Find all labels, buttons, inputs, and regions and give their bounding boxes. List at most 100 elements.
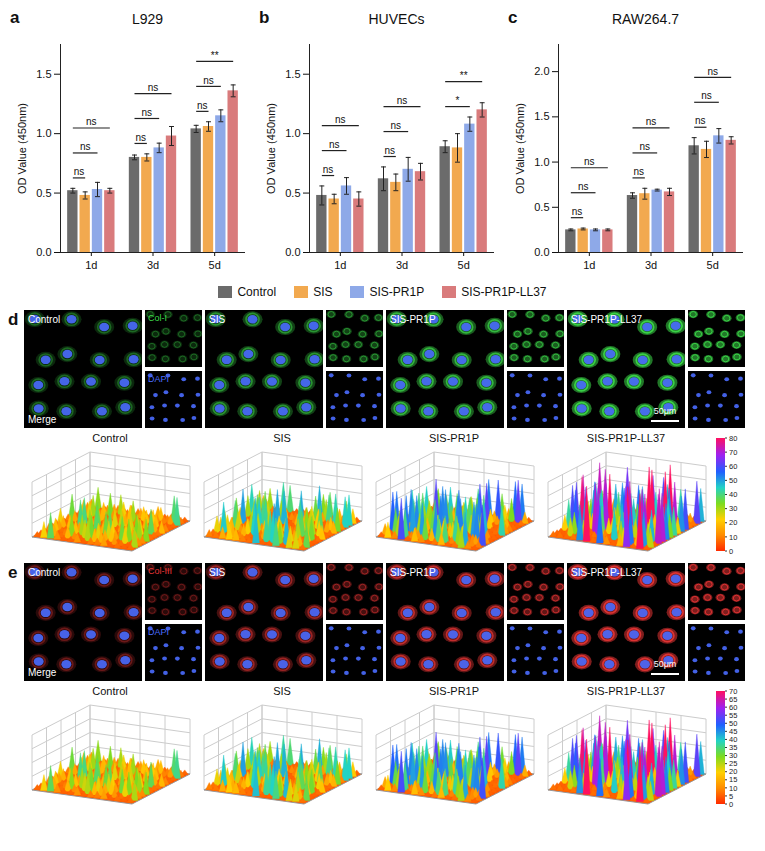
svg-text:1d: 1d [583, 259, 595, 271]
svg-text:Control: Control [28, 567, 60, 578]
svg-text:50: 50 [729, 719, 737, 728]
svg-text:SIS: SIS [209, 567, 225, 578]
svg-text:25: 25 [729, 759, 737, 768]
svg-text:45: 45 [729, 727, 737, 736]
svg-text:1.0: 1.0 [285, 127, 300, 139]
svg-text:1.5: 1.5 [285, 68, 300, 80]
svg-text:0.0: 0.0 [36, 246, 51, 258]
svg-text:60: 60 [729, 703, 737, 712]
svg-text:DAPI: DAPI [148, 374, 169, 384]
svg-text:0: 0 [729, 547, 733, 556]
svg-text:50: 50 [729, 476, 737, 485]
svg-text:Merge: Merge [28, 667, 57, 678]
html-text:L929: L929 [131, 11, 164, 27]
html-text:HUVECs: HUVECs [368, 11, 425, 27]
svg-text:1.0: 1.0 [534, 156, 549, 168]
svg-text:30: 30 [729, 504, 737, 513]
svg-text:ns: ns [86, 116, 97, 127]
svg-text:35: 35 [729, 743, 737, 752]
svg-text:0.5: 0.5 [285, 187, 300, 199]
svg-text:ns: ns [142, 107, 153, 118]
svg-text:ns: ns [640, 141, 651, 152]
svg-text:ns: ns [707, 66, 718, 77]
svg-text:70: 70 [729, 687, 737, 696]
svg-text:**: ** [460, 70, 468, 81]
svg-text:DAPI: DAPI [148, 627, 169, 637]
svg-text:1d: 1d [334, 259, 346, 271]
svg-text:5d: 5d [458, 259, 470, 271]
svg-text:Control: Control [28, 314, 60, 325]
svg-text:3d: 3d [645, 259, 657, 271]
svg-text:ns: ns [572, 206, 583, 217]
svg-text:1.5: 1.5 [534, 110, 549, 122]
svg-text:ns: ns [80, 141, 91, 152]
svg-text:Col-I: Col-I [148, 313, 167, 323]
svg-text:80: 80 [729, 434, 737, 443]
svg-text:ns: ns [329, 139, 340, 150]
svg-text:SIS-PR1P: SIS-PR1P [390, 314, 436, 325]
svg-text:Merge: Merge [28, 414, 57, 425]
html-text:SIS: SIS [313, 285, 333, 299]
svg-text:SIS: SIS [209, 314, 225, 325]
svg-text:**: ** [211, 50, 219, 61]
svg-text:ns: ns [584, 156, 595, 167]
svg-text:ns: ns [633, 166, 644, 177]
svg-text:ns: ns [335, 114, 346, 125]
svg-text:20: 20 [729, 518, 737, 527]
svg-text:0.5: 0.5 [534, 201, 549, 213]
svg-text:ns: ns [148, 82, 159, 93]
svg-text:1.0: 1.0 [36, 127, 51, 139]
svg-text:15: 15 [729, 775, 737, 784]
svg-text:5d: 5d [707, 259, 719, 271]
svg-text:50μm: 50μm [654, 406, 677, 416]
svg-text:ns: ns [323, 164, 334, 175]
svg-text:0.0: 0.0 [285, 246, 300, 258]
svg-text:5: 5 [729, 792, 733, 801]
svg-text:3d: 3d [147, 259, 159, 271]
html-text:SIS: SIS [273, 432, 291, 444]
svg-text:40: 40 [729, 490, 737, 499]
html-text:SIS-PR1P: SIS-PR1P [369, 285, 425, 299]
html-text:Control: Control [92, 432, 128, 444]
svg-text:10: 10 [729, 784, 737, 793]
svg-text:60: 60 [729, 462, 737, 471]
svg-text:SIS-PR1P-LL37: SIS-PR1P-LL37 [571, 567, 643, 578]
svg-text:3d: 3d [396, 259, 408, 271]
svg-text:OD Value (450nm): OD Value (450nm) [16, 103, 28, 194]
svg-text:ns: ns [74, 166, 85, 177]
svg-text:Col-III: Col-III [148, 566, 172, 576]
svg-text:0: 0 [729, 800, 733, 809]
svg-text:1.5: 1.5 [36, 68, 51, 80]
svg-text:50μm: 50μm [654, 659, 677, 669]
svg-text:0.0: 0.0 [534, 246, 549, 258]
svg-text:ns: ns [197, 100, 208, 111]
svg-text:ns: ns [384, 145, 395, 156]
svg-text:30: 30 [729, 751, 737, 760]
svg-text:ns: ns [646, 116, 657, 127]
svg-text:*: * [456, 95, 460, 106]
svg-text:40: 40 [729, 735, 737, 744]
svg-text:2.0: 2.0 [534, 65, 549, 77]
svg-text:ns: ns [701, 90, 712, 101]
svg-text:70: 70 [729, 448, 737, 457]
svg-text:OD Value (450nm): OD Value (450nm) [514, 103, 526, 194]
svg-text:55: 55 [729, 711, 737, 720]
svg-text:65: 65 [729, 695, 737, 704]
svg-text:SIS-PR1P: SIS-PR1P [390, 567, 436, 578]
svg-text:1d: 1d [85, 259, 97, 271]
svg-text:ns: ns [135, 132, 146, 143]
svg-text:ns: ns [397, 95, 408, 106]
html-text:Control: Control [237, 285, 277, 299]
svg-text:20: 20 [729, 767, 737, 776]
svg-text:5d: 5d [209, 259, 221, 271]
svg-text:ns: ns [578, 181, 589, 192]
html-text:RAW264.7: RAW264.7 [611, 11, 680, 27]
svg-text:ns: ns [203, 75, 214, 86]
svg-text:OD Value (450nm): OD Value (450nm) [265, 103, 277, 194]
svg-text:ns: ns [695, 115, 706, 126]
svg-text:10: 10 [729, 533, 737, 542]
svg-text:ns: ns [391, 120, 402, 131]
svg-text:0.5: 0.5 [36, 187, 51, 199]
svg-text:SIS-PR1P-LL37: SIS-PR1P-LL37 [571, 314, 643, 325]
html-text:SIS-PR1P-LL37: SIS-PR1P-LL37 [461, 285, 547, 299]
